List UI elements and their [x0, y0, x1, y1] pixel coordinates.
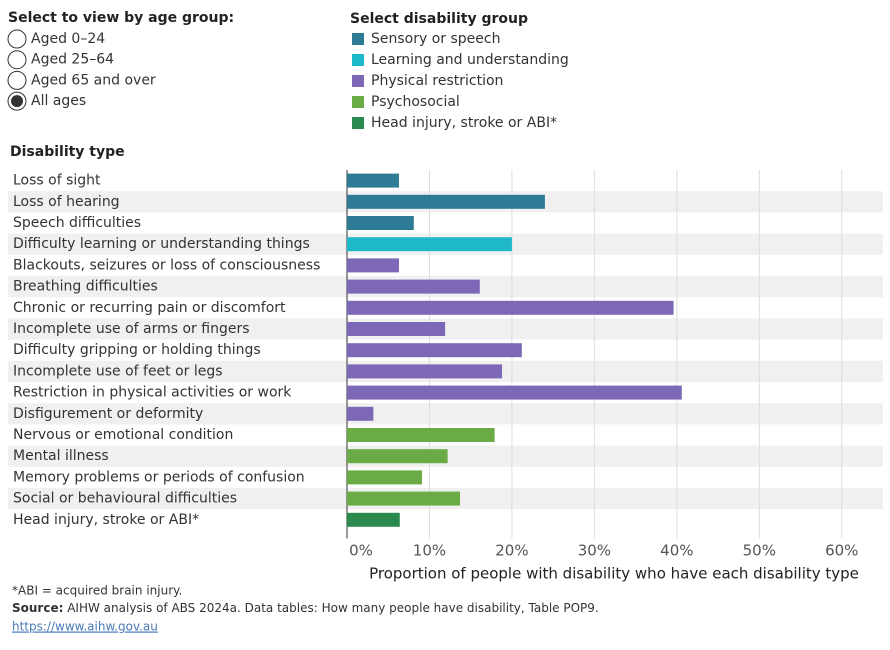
bar — [347, 258, 399, 273]
y-tick-label: Head injury, stroke or ABI* — [13, 512, 199, 528]
legend-swatch[interactable] — [352, 75, 364, 87]
radio-label[interactable]: Aged 0–24 — [31, 31, 105, 47]
legend-label[interactable]: Head injury, stroke or ABI* — [371, 115, 557, 131]
y-tick-label: Incomplete use of feet or legs — [13, 363, 223, 379]
y-tick-label: Difficulty learning or understanding thi… — [13, 236, 310, 252]
legend-label[interactable]: Sensory or speech — [371, 31, 500, 47]
y-tick-label: Loss of sight — [13, 173, 101, 189]
legend-label[interactable]: Physical restriction — [371, 73, 503, 89]
x-tick-label: 10% — [413, 542, 446, 560]
legend-label[interactable]: Learning and understanding — [371, 52, 569, 68]
bar — [347, 491, 460, 506]
x-tick-label: 30% — [578, 542, 611, 560]
x-tick-label: 20% — [495, 542, 528, 560]
radio-label[interactable]: All ages — [31, 93, 86, 109]
x-tick-label: 50% — [743, 542, 776, 560]
y-tick-label: Blackouts, seizures or loss of conscious… — [13, 257, 320, 273]
legend-title: Select disability group — [350, 11, 528, 27]
radio-label[interactable]: Aged 25–64 — [31, 52, 114, 68]
bar — [347, 385, 682, 400]
radio-button[interactable] — [7, 70, 27, 90]
bar — [347, 216, 414, 230]
bar — [347, 449, 448, 464]
footnote: *ABI = acquired brain injury. — [12, 584, 182, 598]
x-tick-label: 40% — [660, 542, 693, 560]
y-tick-label: Mental illness — [13, 448, 109, 464]
x-tick-label: 60% — [825, 542, 858, 560]
x-axis-title: Proportion of people with disability who… — [369, 565, 859, 583]
bar — [347, 300, 674, 315]
age-filter-title: Select to view by age group: — [8, 10, 234, 26]
row-band — [8, 403, 883, 425]
y-tick-label: Disfigurement or deformity — [13, 406, 203, 422]
y-tick-label: Incomplete use of arms or fingers — [13, 321, 250, 337]
y-axis-title: Disability type — [10, 144, 125, 160]
bar — [347, 406, 374, 421]
bar — [347, 364, 503, 379]
y-tick-label: Nervous or emotional condition — [13, 427, 233, 443]
bar — [347, 512, 400, 527]
source-text: AIHW analysis of ABS 2024a. Data tables:… — [63, 601, 598, 615]
y-tick-label: Restriction in physical activities or wo… — [13, 385, 292, 401]
row-band — [8, 318, 883, 340]
bar — [347, 237, 512, 252]
y-tick-label: Breathing difficulties — [13, 279, 158, 295]
y-tick-label: Loss of hearing — [13, 194, 120, 210]
legend-swatch[interactable] — [352, 96, 364, 108]
y-tick-label: Social or behavioural difficulties — [13, 491, 237, 507]
bar — [347, 343, 522, 358]
link[interactable]: https://www.aihw.gov.au — [12, 620, 158, 634]
y-tick-label: Memory problems or periods of confusion — [13, 469, 305, 485]
legend-swatch[interactable] — [352, 117, 364, 129]
bar — [347, 279, 480, 294]
legend-swatch[interactable] — [352, 33, 364, 45]
bar — [347, 194, 545, 209]
legend-label[interactable]: Psychosocial — [371, 94, 460, 110]
bar — [347, 322, 446, 336]
radio-dot — [11, 95, 23, 108]
bar — [347, 470, 423, 485]
y-tick-label: Chronic or recurring pain or discomfort — [13, 300, 286, 316]
radio-button[interactable] — [7, 29, 27, 49]
bar — [347, 173, 399, 188]
source-label: Source: — [12, 601, 63, 615]
y-tick-label: Speech difficulties — [13, 215, 141, 231]
y-tick-label: Difficulty gripping or holding things — [13, 342, 261, 358]
bar — [347, 428, 495, 442]
x-tick-label: 0% — [349, 542, 373, 560]
radio-label[interactable]: Aged 65 and over — [31, 72, 156, 88]
radio-button[interactable] — [7, 50, 27, 70]
source: Source: AIHW analysis of ABS 2024a. Data… — [12, 601, 599, 615]
legend-swatch[interactable] — [352, 54, 364, 66]
